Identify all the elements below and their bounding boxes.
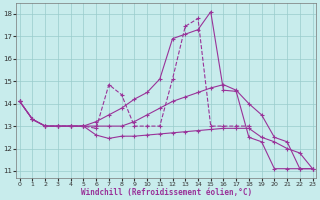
X-axis label: Windchill (Refroidissement éolien,°C): Windchill (Refroidissement éolien,°C) bbox=[81, 188, 252, 197]
